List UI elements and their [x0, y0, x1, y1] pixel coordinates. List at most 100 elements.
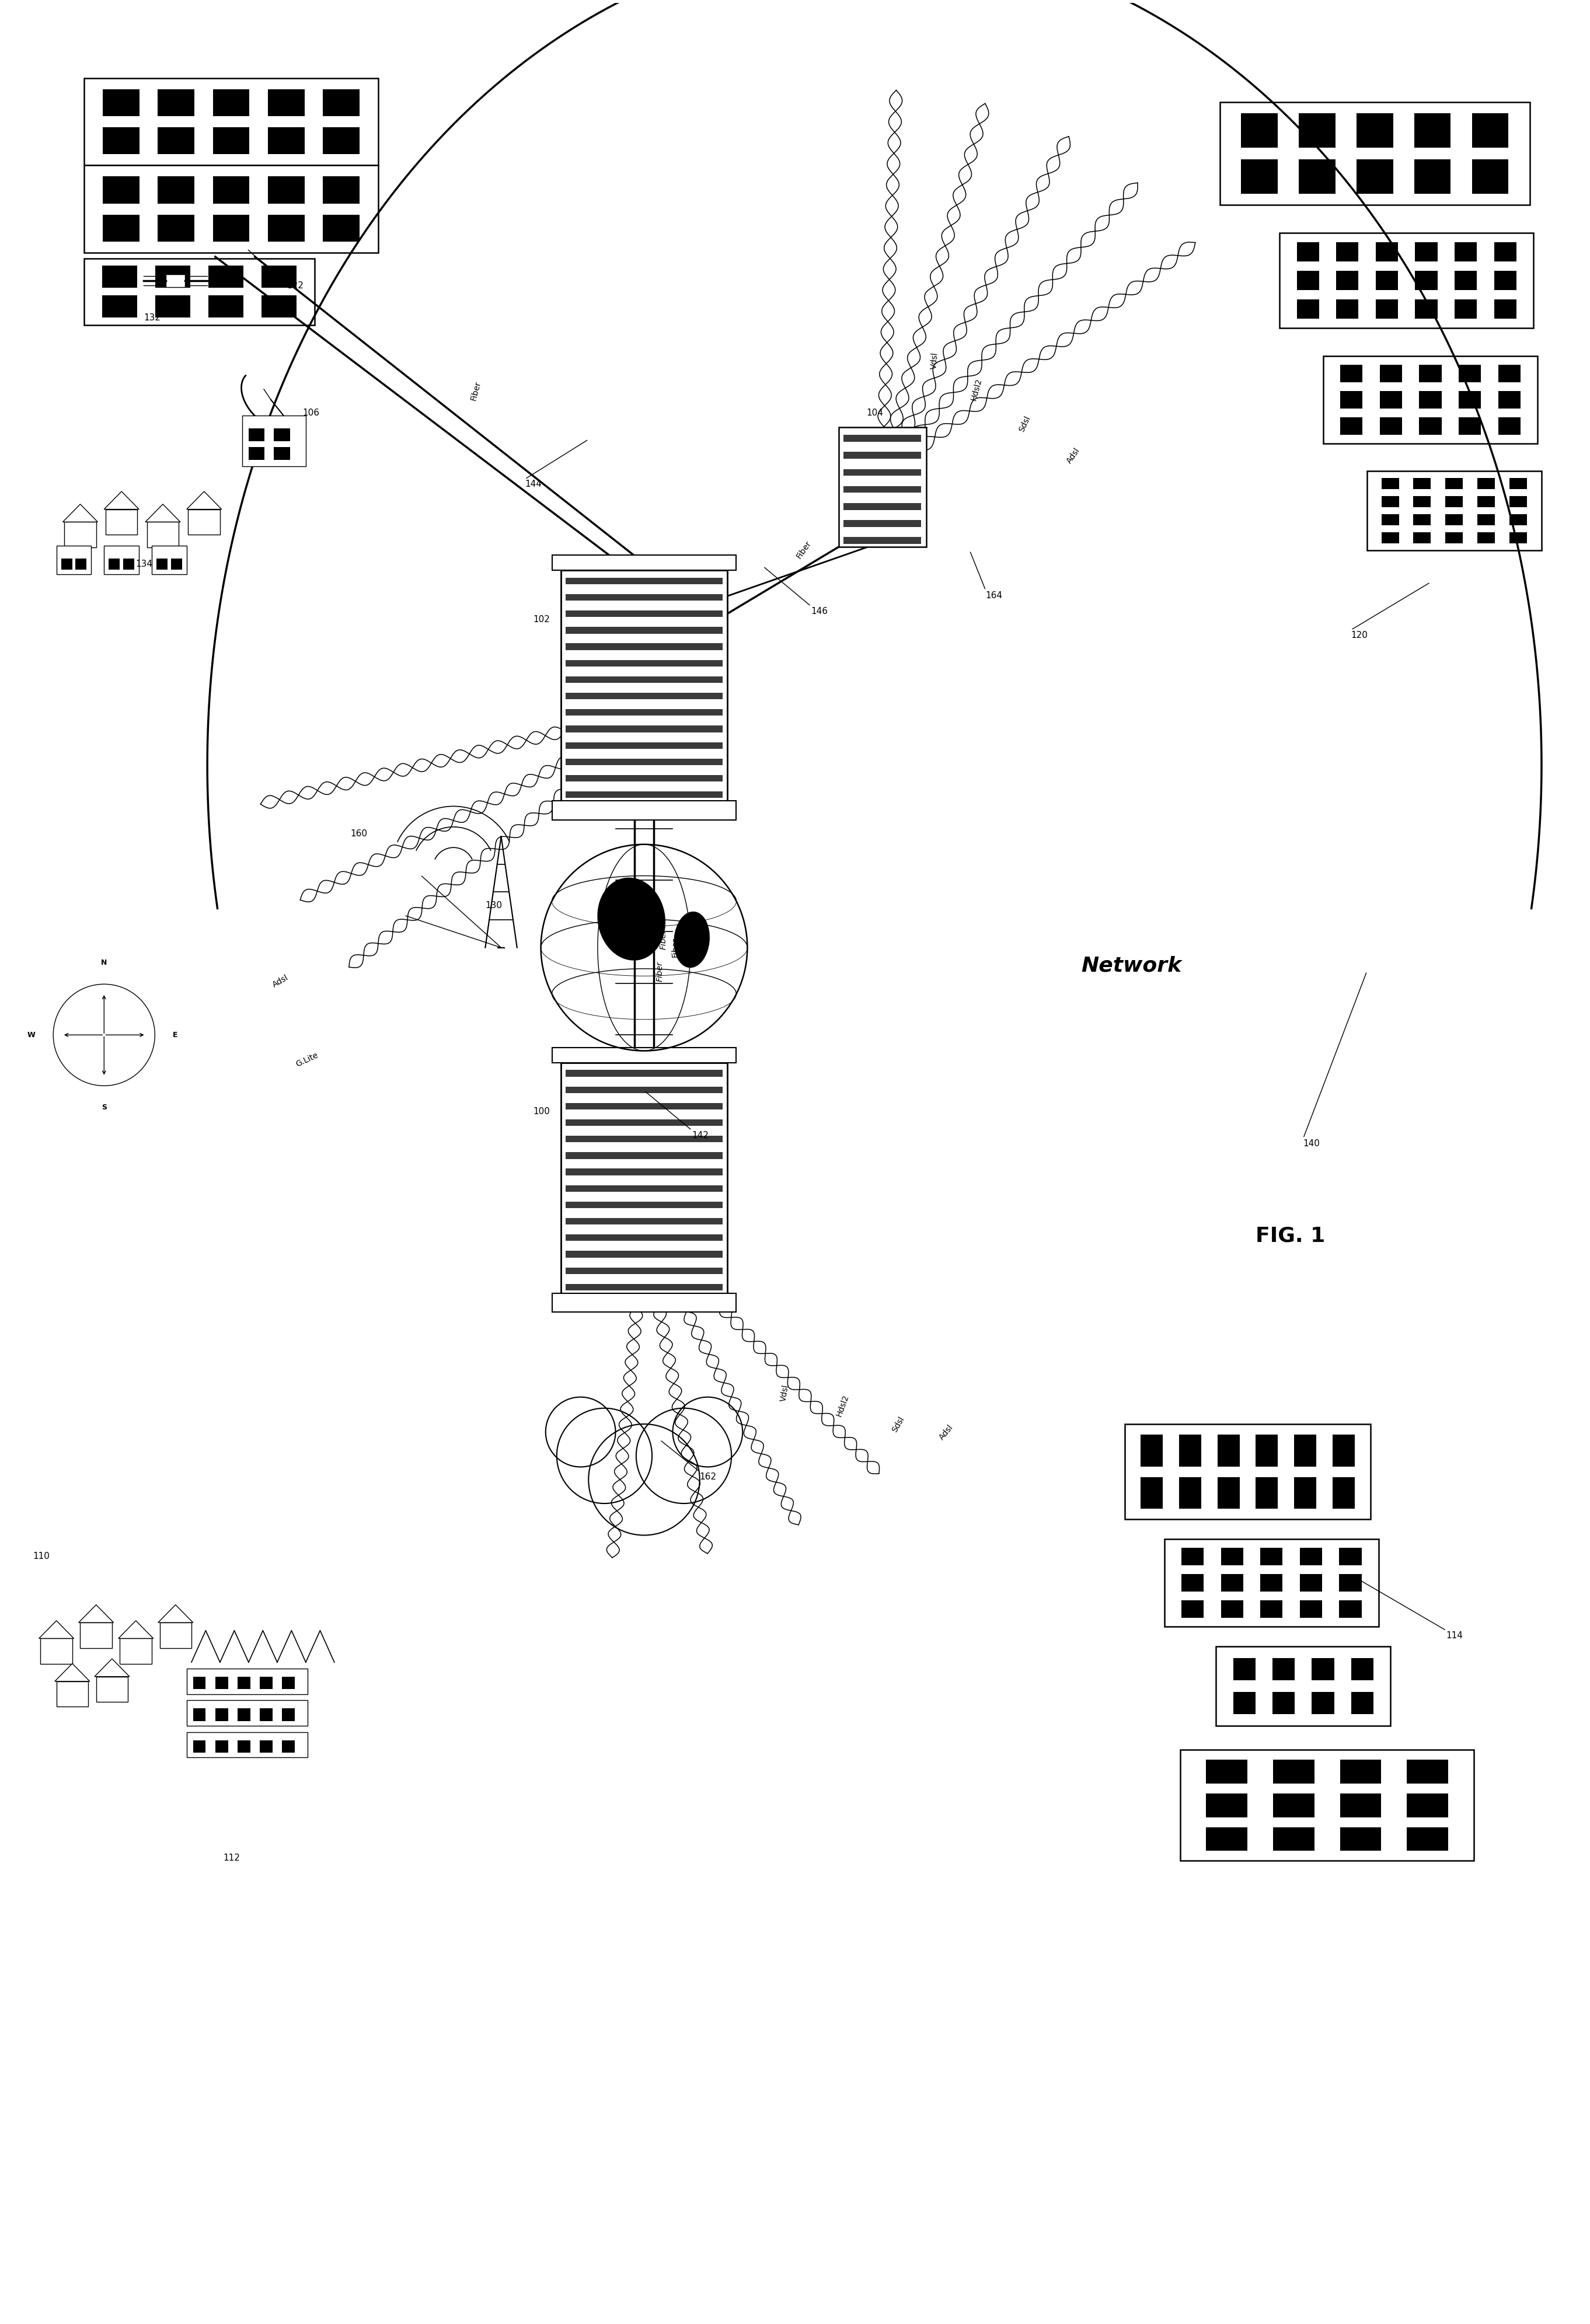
- Bar: [192, 1676, 205, 1690]
- Bar: [1180, 1434, 1202, 1466]
- Bar: [156, 265, 191, 288]
- Bar: [566, 693, 723, 700]
- Bar: [156, 295, 191, 318]
- Text: Adsl: Adsl: [938, 1422, 956, 1441]
- Bar: [1509, 532, 1526, 544]
- Bar: [566, 1085, 723, 1092]
- Bar: [1216, 1645, 1391, 1727]
- Bar: [215, 1708, 227, 1722]
- Text: 134: 134: [135, 560, 153, 567]
- Bar: [1414, 532, 1431, 544]
- Bar: [213, 88, 250, 116]
- Bar: [1312, 1657, 1334, 1680]
- Text: Fiber: Fiber: [671, 937, 679, 957]
- Bar: [1336, 300, 1358, 318]
- Bar: [323, 177, 359, 205]
- Bar: [1336, 272, 1358, 290]
- Bar: [105, 509, 137, 535]
- Bar: [561, 1062, 728, 1292]
- Text: 122: 122: [286, 281, 304, 290]
- Bar: [1455, 242, 1477, 263]
- Polygon shape: [118, 1620, 153, 1638]
- Bar: [1407, 1827, 1448, 1850]
- Bar: [248, 428, 264, 442]
- Bar: [1340, 1759, 1382, 1783]
- Bar: [566, 741, 723, 748]
- Text: 102: 102: [533, 616, 550, 623]
- Text: 120: 120: [1352, 630, 1367, 639]
- Bar: [566, 1153, 723, 1160]
- Bar: [75, 558, 86, 569]
- Bar: [1221, 1548, 1243, 1566]
- Bar: [1339, 1601, 1361, 1618]
- Text: 140: 140: [1304, 1139, 1320, 1148]
- Bar: [108, 558, 119, 569]
- Bar: [1472, 158, 1509, 193]
- Bar: [1180, 1478, 1202, 1508]
- Bar: [1205, 1827, 1247, 1850]
- Bar: [1420, 390, 1442, 409]
- Polygon shape: [145, 504, 180, 523]
- Text: N: N: [102, 960, 107, 967]
- Bar: [281, 1676, 294, 1690]
- Bar: [56, 546, 91, 574]
- Bar: [1297, 272, 1320, 290]
- Bar: [1218, 1478, 1240, 1508]
- Bar: [186, 1731, 307, 1757]
- Bar: [1340, 1794, 1382, 1817]
- Text: 132: 132: [143, 314, 161, 323]
- Polygon shape: [94, 1659, 129, 1676]
- Bar: [566, 1202, 723, 1208]
- Bar: [323, 128, 359, 153]
- Bar: [165, 274, 184, 286]
- Text: Hdsl2: Hdsl2: [970, 376, 984, 402]
- Bar: [552, 802, 736, 820]
- Bar: [566, 644, 723, 651]
- Bar: [208, 295, 243, 318]
- Bar: [561, 569, 728, 802]
- Bar: [259, 1741, 272, 1752]
- Bar: [1415, 242, 1437, 263]
- Bar: [566, 1169, 723, 1176]
- Bar: [1356, 114, 1393, 149]
- Text: S: S: [102, 1104, 107, 1111]
- Bar: [1445, 479, 1463, 490]
- Polygon shape: [157, 1606, 192, 1622]
- Bar: [566, 611, 723, 618]
- Text: 146: 146: [811, 607, 828, 616]
- Bar: [95, 1676, 127, 1701]
- Bar: [1356, 158, 1393, 193]
- Bar: [566, 1267, 723, 1274]
- Bar: [1220, 102, 1530, 205]
- Bar: [1415, 272, 1437, 290]
- Bar: [102, 265, 137, 288]
- Bar: [1498, 365, 1520, 381]
- Bar: [1323, 356, 1538, 444]
- Bar: [1274, 1759, 1315, 1783]
- Bar: [281, 1708, 294, 1722]
- Polygon shape: [38, 1620, 73, 1638]
- Bar: [80, 1622, 111, 1648]
- Bar: [1256, 1478, 1278, 1508]
- Bar: [1312, 1692, 1334, 1715]
- Bar: [1164, 1538, 1379, 1627]
- Bar: [843, 469, 921, 476]
- Bar: [566, 1250, 723, 1257]
- Bar: [566, 1185, 723, 1192]
- Text: 130: 130: [485, 902, 502, 909]
- Bar: [1414, 158, 1450, 193]
- Bar: [1272, 1692, 1294, 1715]
- Text: Adsl: Adsl: [1065, 446, 1081, 465]
- Ellipse shape: [598, 878, 665, 960]
- Bar: [1415, 300, 1437, 318]
- Bar: [1509, 479, 1526, 490]
- Text: Network: Network: [1081, 955, 1181, 976]
- Bar: [1445, 532, 1463, 544]
- Text: Vdsl: Vdsl: [930, 351, 940, 370]
- Bar: [84, 79, 378, 165]
- Bar: [156, 558, 167, 569]
- Text: FIG. 1: FIG. 1: [1256, 1225, 1324, 1246]
- Bar: [192, 1708, 205, 1722]
- Bar: [1414, 114, 1450, 149]
- Bar: [1477, 479, 1495, 490]
